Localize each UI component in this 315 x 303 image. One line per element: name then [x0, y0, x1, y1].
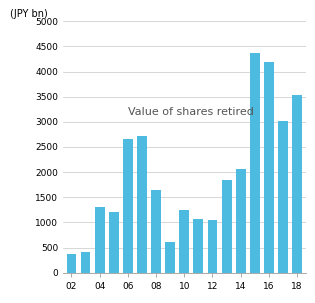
Bar	[292, 95, 302, 273]
Bar	[81, 252, 90, 273]
Bar	[250, 53, 260, 273]
Text: Value of shares retired: Value of shares retired	[129, 107, 254, 117]
Bar	[208, 220, 217, 273]
Bar	[222, 180, 232, 273]
Bar	[66, 254, 77, 273]
Text: (JPY bn): (JPY bn)	[10, 9, 47, 19]
Bar	[264, 62, 274, 273]
Bar	[151, 190, 161, 273]
Bar	[236, 168, 246, 273]
Bar	[179, 210, 189, 273]
Bar	[95, 207, 105, 273]
Bar	[193, 219, 203, 273]
Bar	[278, 121, 288, 273]
Bar	[123, 139, 133, 273]
Bar	[109, 212, 119, 273]
Bar	[165, 242, 175, 273]
Bar	[137, 136, 147, 273]
